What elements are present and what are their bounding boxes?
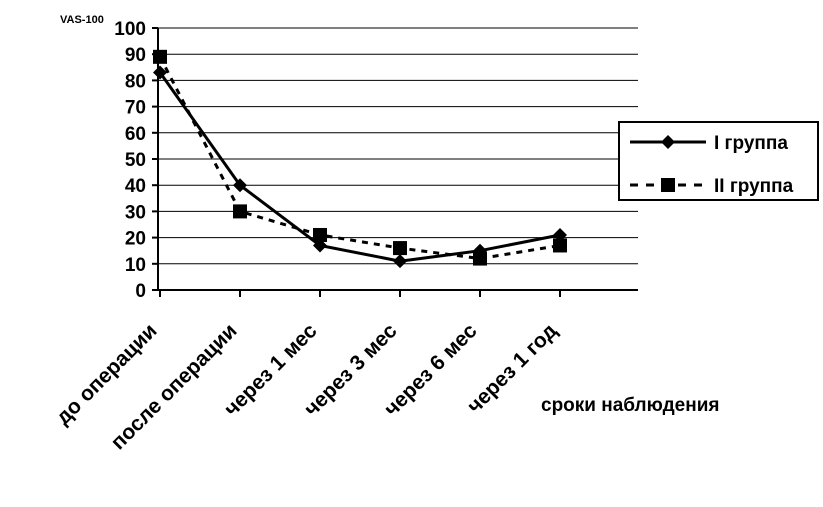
y-tick-label: 50 [125,150,146,171]
y-tick-label: 20 [125,229,146,250]
series-line [158,71,561,263]
legend: I группа II группа [618,121,819,201]
y-tick-label: 70 [125,98,146,119]
series-square [153,49,567,266]
data-point [473,251,487,266]
y-tick-label: 40 [125,176,146,197]
data-point [313,227,327,242]
y-tick-label: 0 [135,281,146,302]
data-point [153,65,167,80]
gridlines [158,27,638,265]
data-point [393,241,407,256]
y-tick-label: 30 [125,202,146,223]
data-point [473,243,487,258]
legend-box [618,121,819,201]
y-tick-label: 60 [125,124,146,145]
y-axis-label: VAS-100 [60,14,104,26]
series-line [158,56,561,261]
data-point [233,178,247,193]
y-tick-label: 100 [114,19,146,40]
y-tick-label: 80 [125,71,146,92]
data-point [393,254,407,269]
legend-label: I группа [714,133,788,154]
data-point [661,135,675,149]
x-axis-label: сроки наблюдения [541,395,719,416]
data-point [553,238,567,253]
y-tick-label: 90 [125,45,146,66]
data-point [233,204,247,219]
legend-label: II группа [714,176,794,197]
y-tick-label: 10 [125,255,146,276]
data-point [153,49,167,64]
y-tick-labels: 0 10 20 30 40 50 60 70 80 90 100 [114,19,158,302]
data-point [661,178,675,192]
series-group [153,49,567,269]
